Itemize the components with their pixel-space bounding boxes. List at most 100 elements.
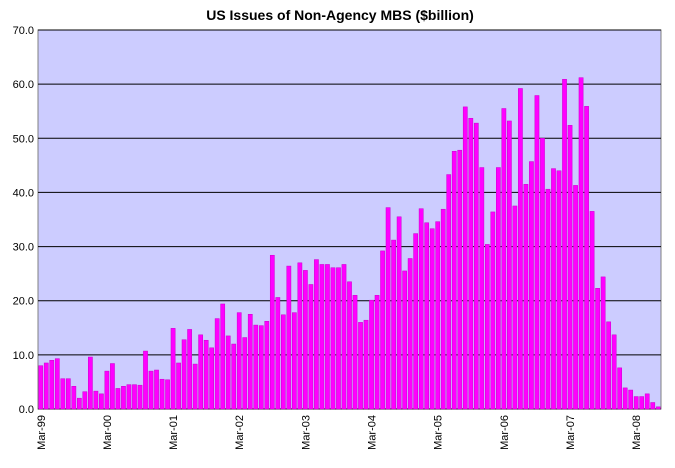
bar (512, 205, 518, 410)
bar (137, 384, 143, 410)
bar (330, 267, 336, 410)
bar (380, 250, 385, 410)
bar (264, 321, 270, 410)
bar (479, 167, 485, 410)
y-tick-label: 40.0 (13, 187, 34, 199)
bar (429, 228, 435, 410)
bar (99, 393, 104, 410)
bar (132, 384, 137, 410)
x-tick-label: Mar-04 (367, 415, 379, 450)
bar (462, 106, 468, 410)
bar (496, 167, 501, 410)
y-tick-label: 20.0 (13, 296, 34, 308)
bar (639, 396, 645, 410)
y-tick-label: 0.0 (19, 404, 34, 416)
x-tick-label: Mar-05 (433, 415, 445, 450)
bar (606, 321, 611, 410)
bar (518, 88, 523, 410)
bar (352, 295, 358, 410)
bar (286, 265, 292, 410)
bar (292, 312, 297, 410)
y-tick-label: 10.0 (13, 350, 34, 362)
bar (617, 367, 622, 410)
bar (303, 270, 308, 410)
x-tick-label: Mar-99 (36, 415, 48, 450)
bar (126, 384, 132, 410)
bar (418, 208, 424, 410)
bar (600, 276, 606, 410)
bar (77, 397, 82, 410)
bar (165, 379, 170, 410)
bar (523, 184, 529, 410)
bar (170, 328, 176, 410)
bar (93, 390, 99, 410)
bar (650, 402, 656, 410)
bar (407, 258, 413, 410)
bar (71, 386, 77, 410)
x-tick-label: Mar-06 (499, 415, 511, 450)
bar (385, 207, 391, 410)
bar (198, 334, 203, 410)
bar (347, 281, 352, 410)
bar (655, 406, 661, 410)
bar (143, 350, 148, 410)
bar (545, 188, 551, 410)
bar (88, 356, 93, 410)
bar (297, 262, 303, 410)
bar (529, 161, 534, 410)
y-tick-label: 60.0 (13, 79, 34, 91)
bar (187, 329, 192, 410)
bar (490, 211, 496, 410)
bar (275, 297, 281, 410)
bar (225, 335, 231, 410)
bar (457, 149, 463, 410)
bar (507, 120, 512, 410)
x-tick-label: Mar-01 (168, 415, 180, 450)
bar (115, 388, 121, 410)
bar (104, 370, 110, 410)
bar (391, 239, 396, 410)
bar (314, 259, 319, 410)
bar (424, 222, 430, 410)
bar (242, 337, 248, 410)
bar (325, 264, 330, 410)
bar (65, 378, 71, 410)
bar (269, 254, 275, 410)
bar (622, 387, 628, 410)
y-tick-label: 30.0 (13, 242, 34, 254)
bar (154, 369, 159, 410)
bar (176, 362, 181, 410)
bar (231, 343, 237, 410)
bar (159, 378, 165, 410)
bar (363, 319, 369, 410)
bar (54, 358, 60, 410)
bar (484, 244, 490, 410)
bar (402, 270, 407, 410)
bar (374, 295, 380, 410)
bar (556, 170, 562, 410)
bar (501, 108, 507, 410)
bar (440, 208, 446, 410)
bar (121, 386, 126, 410)
bar (110, 363, 115, 410)
bar (534, 95, 540, 410)
bar (253, 324, 259, 410)
bar (468, 118, 474, 410)
bar (540, 138, 545, 410)
bar (308, 284, 314, 410)
bar (220, 303, 226, 410)
bar (589, 211, 595, 410)
bar (209, 347, 215, 410)
bar (203, 339, 209, 410)
bar (181, 339, 187, 410)
bar (473, 122, 479, 410)
y-tick-label: 70.0 (13, 25, 34, 37)
bar (628, 389, 634, 410)
bar (644, 393, 650, 410)
bar (562, 79, 567, 410)
bar (595, 288, 600, 410)
bar (578, 77, 584, 410)
bar (49, 360, 55, 410)
bar (369, 299, 374, 410)
